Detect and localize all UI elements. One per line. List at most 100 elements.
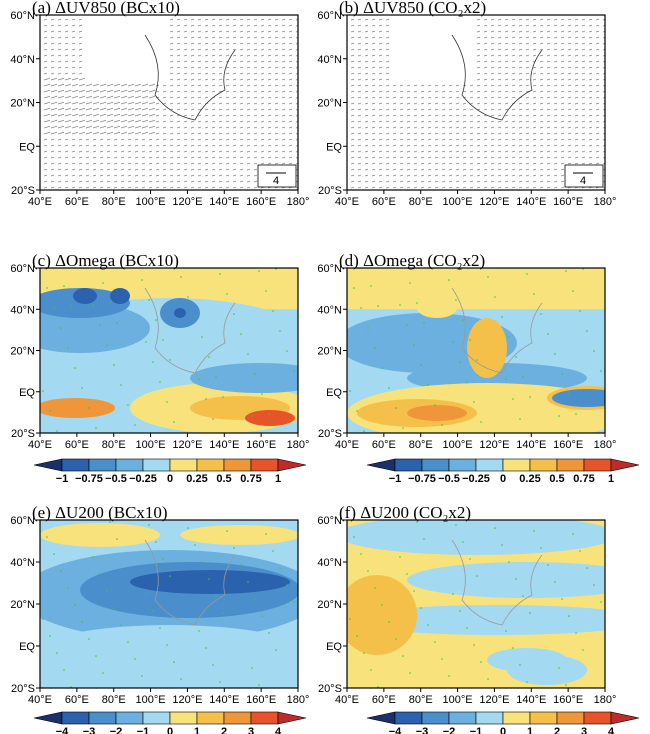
- wind-vector: [378, 132, 383, 135]
- wind-vector: [127, 144, 132, 147]
- significance-dot: [215, 376, 217, 378]
- wind-vector: [413, 132, 418, 135]
- wind-vector: [406, 162, 411, 165]
- lat-tick-label: EQ: [19, 387, 35, 399]
- wind-vector: [441, 132, 446, 135]
- significance-dot: [423, 538, 425, 540]
- wind-vector: [64, 101, 72, 105]
- wind-vector: [50, 174, 55, 177]
- significance-dot: [205, 398, 207, 400]
- colorbar-label: −0.5: [438, 473, 460, 485]
- wind-vector: [420, 150, 425, 153]
- wind-vector: [574, 18, 579, 21]
- wind-vector: [85, 144, 90, 147]
- wind-vector: [239, 78, 244, 81]
- significance-dot: [505, 630, 507, 632]
- wind-vector: [253, 54, 258, 57]
- wind-vector: [239, 156, 244, 159]
- significance-dot: [92, 304, 94, 306]
- wind-vector: [483, 48, 488, 51]
- wind-vector: [113, 89, 121, 93]
- wind-vector: [246, 132, 251, 135]
- wind-vector: [260, 162, 265, 165]
- wind-vector: [574, 102, 579, 105]
- wind-vector: [525, 156, 530, 159]
- wind-vector: [574, 114, 579, 117]
- wind-vector: [553, 48, 558, 51]
- wind-vector: [462, 180, 467, 183]
- significance-dot: [46, 536, 48, 538]
- significance-dot: [49, 635, 51, 637]
- wind-vector: [169, 66, 174, 69]
- wind-vector: [211, 186, 216, 189]
- significance-dot: [476, 575, 478, 577]
- wind-vector: [92, 144, 97, 147]
- wind-vector: [211, 24, 216, 27]
- wind-vector: [239, 150, 244, 153]
- wind-vector: [567, 54, 572, 57]
- wind-vector: [406, 138, 411, 141]
- wind-vector: [504, 162, 509, 165]
- significance-dot: [187, 527, 189, 529]
- significance-dot: [81, 387, 83, 389]
- wind-vector: [162, 168, 167, 171]
- wind-vector: [399, 174, 404, 177]
- wind-vector: [378, 180, 383, 183]
- significance-dot: [501, 316, 503, 318]
- wind-vector: [490, 18, 495, 21]
- wind-vector: [218, 156, 223, 159]
- wind-vector: [385, 162, 390, 165]
- colorbar-label: 0.25: [519, 473, 540, 485]
- wind-vector: [399, 150, 404, 153]
- wind-vector: [567, 126, 572, 129]
- wind-vector: [99, 180, 104, 183]
- wind-vector: [169, 120, 174, 123]
- wind-vector: [595, 156, 600, 159]
- wind-vector: [539, 36, 544, 39]
- wind-vector: [371, 78, 376, 81]
- wind-vector: [532, 108, 537, 111]
- wind-vector: [392, 90, 397, 93]
- wind-vector: [413, 114, 418, 117]
- wind-vector: [567, 90, 572, 93]
- reference-vector-box: [564, 164, 604, 188]
- wind-vector: [274, 114, 279, 117]
- wind-vector: [392, 144, 397, 147]
- wind-vector: [371, 174, 376, 177]
- wind-vector: [364, 168, 369, 171]
- wind-vector: [232, 180, 237, 183]
- significance-dot: [452, 341, 454, 343]
- wind-vector: [455, 126, 460, 129]
- wind-vector: [183, 48, 188, 51]
- wind-vector: [190, 42, 195, 45]
- wind-vector: [190, 168, 195, 171]
- wind-vector: [120, 107, 128, 111]
- wind-vector: [588, 162, 593, 165]
- wind-vector: [85, 131, 93, 135]
- wind-vector: [71, 150, 76, 153]
- wind-vector: [364, 72, 369, 75]
- wind-vector: [197, 144, 202, 147]
- lon-tick-label: 80°E: [102, 196, 126, 208]
- lon-tick-label: 180°: [594, 196, 617, 208]
- wind-vector: [385, 126, 390, 129]
- wind-vector: [420, 174, 425, 177]
- wind-vector: [225, 78, 230, 81]
- wind-vector: [239, 186, 244, 189]
- significance-dot: [180, 276, 182, 278]
- wind-vector: [413, 90, 418, 93]
- wind-vector: [385, 54, 390, 57]
- wind-vector: [504, 24, 509, 27]
- wind-vector: [225, 168, 230, 171]
- wind-vector: [148, 89, 156, 93]
- wind-vector: [434, 150, 439, 153]
- wind-vector: [218, 168, 223, 171]
- significance-dot: [116, 538, 118, 540]
- wind-vector: [148, 125, 156, 129]
- wind-vector: [504, 144, 509, 147]
- wind-vector: [518, 108, 523, 111]
- wind-vector: [218, 120, 223, 123]
- significance-dot: [399, 304, 401, 306]
- wind-vector: [267, 42, 272, 45]
